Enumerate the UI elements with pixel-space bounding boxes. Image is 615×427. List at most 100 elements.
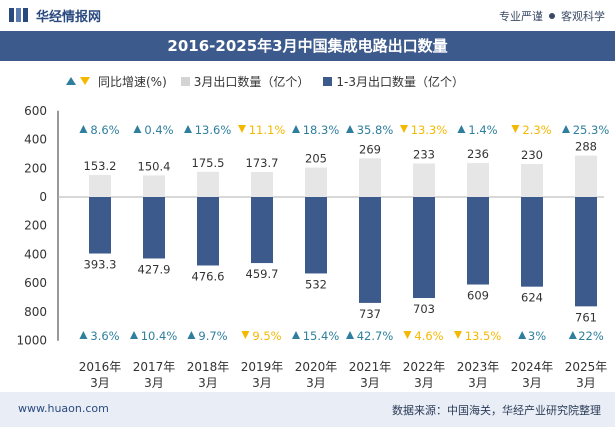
march-value-label: 173.7: [246, 156, 279, 170]
x-tick-label-month: 3月: [198, 376, 218, 390]
tagline-dot-icon: [549, 13, 555, 19]
legend-growth-label: 同比增速(%): [98, 74, 167, 89]
x-tick-label-year: 2025年: [565, 360, 608, 374]
legend-march-label: 3月出口数量（亿个）: [193, 74, 310, 89]
legend-cumulative-label: 1-3月出口数量（亿个）: [336, 74, 465, 89]
x-tick-label-month: 3月: [576, 376, 596, 390]
cumulative-value-label: 532: [305, 277, 327, 291]
cumulative-bar: [575, 197, 597, 307]
x-tick-label-year: 2024年: [511, 360, 554, 374]
march-bar: [89, 174, 111, 197]
cumulative-bar: [305, 197, 327, 274]
cumulative-growth-label: 13.5%: [465, 329, 502, 343]
x-tick-label-year: 2020年: [295, 360, 338, 374]
cumulative-value-label: 427.9: [138, 262, 171, 276]
y-tick-label: 600: [24, 104, 47, 118]
march-value-label: 150.4: [138, 159, 171, 173]
cumulative-growth-label: 3%: [528, 329, 546, 343]
march-bar: [305, 167, 327, 197]
march-value-label: 230: [521, 148, 543, 162]
triangle-up-icon: [457, 125, 466, 133]
legend: 同比增速(%) 3月出口数量（亿个） 1-3月出口数量（亿个）: [66, 72, 478, 90]
tagline-1: 专业严谨: [499, 10, 543, 23]
cumulative-bar: [89, 197, 111, 254]
march-value-label: 236: [467, 147, 489, 161]
y-tick-label: 600: [24, 276, 47, 290]
march-bar: [143, 175, 165, 197]
triangle-up-icon: [187, 331, 196, 339]
march-bar: [251, 172, 273, 197]
march-growth-label: 25.3%: [573, 123, 610, 137]
x-tick-label-month: 3月: [468, 376, 488, 390]
cumulative-growth-label: 15.4%: [303, 329, 340, 343]
march-growth-label: 18.3%: [303, 123, 340, 137]
x-tick-label-year: 2023年: [457, 360, 500, 374]
cumulative-growth-label: 3.6%: [90, 329, 119, 343]
y-tick-label: 1000: [16, 334, 47, 348]
triangle-down-icon: [511, 125, 520, 133]
march-growth-label: 8.6%: [90, 123, 119, 137]
cumulative-growth-label: 10.4%: [141, 329, 178, 343]
march-value-label: 153.2: [84, 159, 117, 173]
x-tick-label-year: 2021年: [349, 360, 392, 374]
y-tick-label: 200: [24, 161, 47, 175]
cumulative-bar: [467, 197, 489, 285]
tagline: 专业严谨 客观科学: [499, 8, 605, 24]
cumulative-growth-label: 42.7%: [357, 329, 394, 343]
cumulative-growth-label: 9.5%: [252, 329, 281, 343]
triangle-up-icon: [66, 77, 76, 85]
march-value-label: 175.5: [192, 156, 225, 170]
x-tick-label-month: 3月: [252, 376, 272, 390]
x-tick-label-year: 2016年: [79, 360, 122, 374]
triangle-up-icon: [346, 125, 354, 133]
triangle-down-icon: [238, 125, 246, 133]
cumulative-bar: [413, 197, 435, 299]
triangle-up-icon: [346, 331, 354, 339]
y-tick-label: 200: [24, 219, 47, 233]
x-tick-label-month: 3月: [522, 376, 542, 390]
triangle-down-icon: [454, 331, 462, 339]
brand: 华经情报网: [8, 6, 101, 25]
x-tick-label-month: 3月: [360, 376, 380, 390]
march-growth-label: 13.3%: [411, 123, 448, 137]
x-tick-label-month: 3月: [306, 376, 326, 390]
march-bar: [197, 171, 219, 197]
triangle-up-icon: [130, 331, 138, 339]
x-tick-label-month: 3月: [414, 376, 434, 390]
cumulative-value-label: 703: [413, 302, 435, 316]
y-tick-label: 400: [24, 133, 47, 147]
march-value-label: 288: [575, 140, 597, 154]
cumulative-value-label: 393.3: [84, 258, 117, 272]
legend-item-cumulative: 1-3月出口数量（亿个）: [323, 73, 464, 90]
cumulative-value-label: 624: [521, 291, 543, 305]
y-tick-label: 800: [24, 305, 47, 319]
cumulative-bar: [359, 197, 381, 303]
x-tick-label-month: 3月: [144, 376, 164, 390]
march-value-label: 269: [359, 142, 381, 156]
march-value-label: 205: [305, 152, 327, 166]
triangle-down-icon: [403, 331, 412, 339]
footer: www.huaon.com 数据来源：中国海关，华经产业研究院整理: [0, 392, 615, 427]
march-growth-label: 13.6%: [195, 123, 232, 137]
cumulative-bar: [521, 197, 543, 287]
triangle-up-icon: [79, 125, 88, 133]
cumulative-value-label: 737: [359, 307, 381, 321]
triangle-up-icon: [292, 331, 300, 339]
triangle-up-icon: [79, 331, 88, 339]
cumulative-bar: [251, 197, 273, 264]
triangle-up-icon: [292, 125, 300, 133]
triangle-up-icon: [518, 331, 527, 339]
legend-swatch-cumulative: [323, 76, 333, 86]
march-growth-label: 11.1%: [249, 123, 286, 137]
x-tick-label-year: 2022年: [403, 360, 446, 374]
x-tick-label-year: 2018年: [187, 360, 230, 374]
x-tick-label-month: 3月: [90, 376, 110, 390]
chart-title: 2016-2025年3月中国集成电路出口数量: [0, 31, 615, 61]
cumulative-value-label: 761: [575, 310, 597, 324]
cumulative-value-label: 476.6: [192, 269, 225, 283]
march-bar: [467, 163, 489, 197]
brand-logo-icon: [9, 8, 28, 22]
march-bar: [359, 158, 381, 197]
y-tick-label: 400: [24, 247, 47, 261]
